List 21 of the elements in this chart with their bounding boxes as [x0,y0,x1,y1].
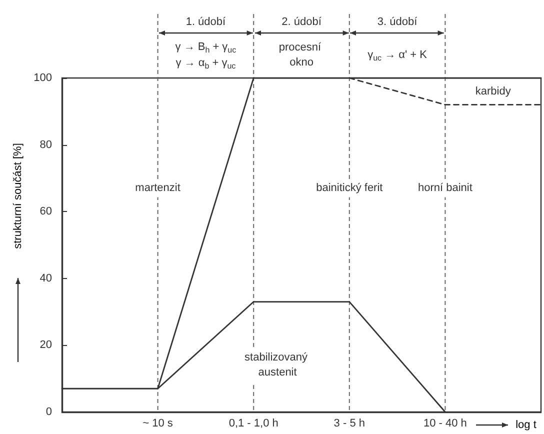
y-tick-label: 0 [46,406,52,418]
x-tick-label: 0,1 - 1,0 h [228,418,278,430]
x-tick-label: ~ 10 s [142,418,174,430]
text: 1. údobí [186,16,227,28]
x-tick-label: 3 - 5 h [334,418,365,430]
y-tick-label: 80 [40,138,52,151]
x-tick-label: 10 - 40 h [423,418,467,430]
y-tick-label: 20 [40,339,52,352]
annotation: karbidy [475,85,512,98]
annotation: martenzit [135,182,180,194]
y-tick-label: 100 [34,72,52,84]
annotation: stabilizovaný austenit [244,352,311,379]
y-axis-title: strukturní součást [%] [12,143,24,249]
annotation: horní bainit [418,182,472,194]
y-tick-label: 40 [40,272,52,284]
x-axis-title: log t [516,419,536,431]
annotation: bainitický ferit [316,182,383,194]
text: 3. údobí [377,16,418,28]
text: 2. údobí [282,16,322,28]
y-tick-label: 60 [40,206,52,218]
text: procesní okno [278,42,324,68]
